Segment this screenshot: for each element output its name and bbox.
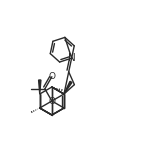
Text: O: O: [48, 97, 55, 105]
Text: N: N: [68, 53, 75, 63]
Polygon shape: [64, 81, 72, 94]
Text: O: O: [48, 72, 55, 81]
Polygon shape: [39, 80, 41, 94]
